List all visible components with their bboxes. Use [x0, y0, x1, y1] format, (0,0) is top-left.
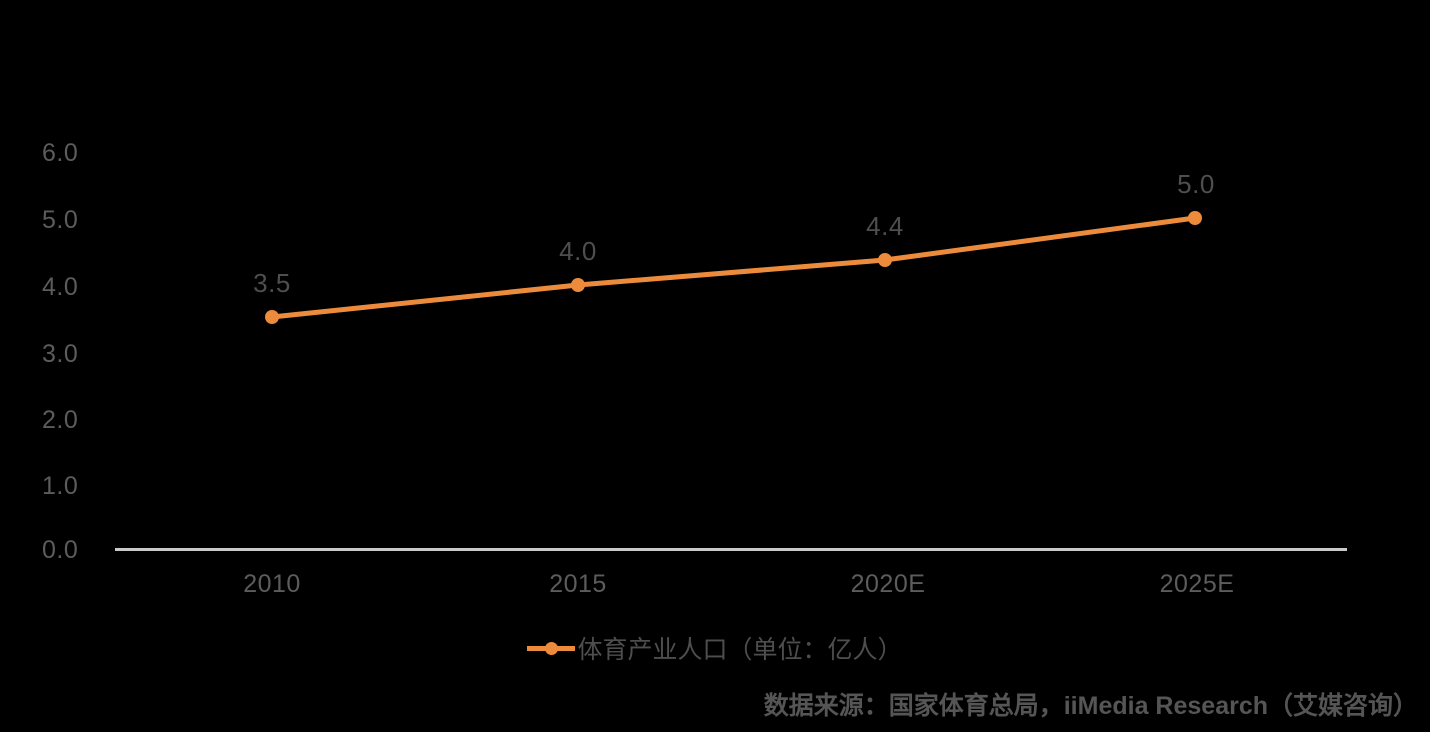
y-axis-tick-5: 5.0 — [42, 206, 79, 234]
y-axis-tick-6: 6.0 — [42, 139, 79, 167]
y-axis-tick-0: 0.0 — [42, 536, 79, 564]
legend-label-sports-population: 体育产业人口（单位：亿人） — [577, 636, 903, 664]
legend-item-sports-population[interactable]: 体育产业人口（单位：亿人） — [527, 630, 903, 666]
x-axis-line — [115, 548, 1347, 551]
data-label-2010: 3.5 — [253, 268, 291, 298]
x-axis-tick-2025E: 2025E — [1159, 570, 1235, 598]
source-note: 数据来源：国家体育总局，iiMedia Research（艾媒咨询） — [763, 692, 1418, 720]
y-axis-tick-4: 4.0 — [42, 273, 79, 301]
data-label-2015: 4.0 — [559, 236, 597, 266]
x-axis-tick-2010: 2010 — [243, 570, 301, 598]
y-axis-tick-2: 2.0 — [42, 406, 79, 434]
y-axis-tick-3: 3.0 — [42, 340, 79, 368]
data-label-2025E: 5.0 — [1177, 169, 1215, 199]
data-label-2020E: 4.4 — [866, 211, 904, 241]
x-axis-tick-2020E: 2020E — [850, 570, 926, 598]
legend-line-marker-icon — [527, 641, 576, 655]
x-axis-tick-2015: 2015 — [549, 570, 607, 598]
y-axis-tick-1: 1.0 — [42, 472, 79, 500]
chart-legend: 体育产业人口（单位：亿人） — [0, 630, 1430, 666]
